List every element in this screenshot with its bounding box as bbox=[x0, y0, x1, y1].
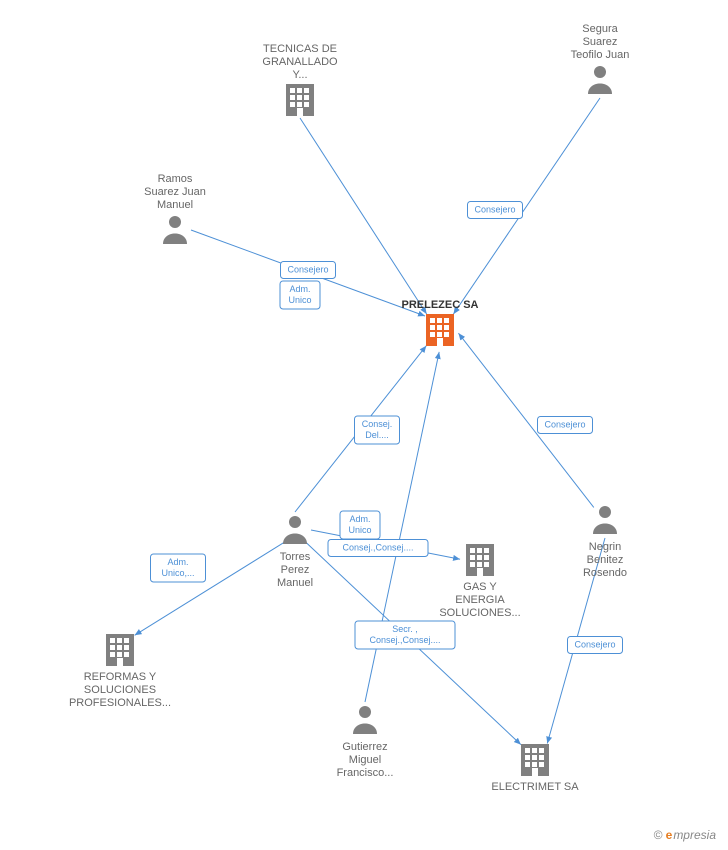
node-label: Teofilo Juan bbox=[571, 49, 630, 61]
node-label: PROFESIONALES... bbox=[69, 697, 171, 709]
edge-label: Consej.,Consej.... bbox=[342, 543, 413, 553]
building-node[interactable] bbox=[466, 544, 494, 576]
node-label: Francisco... bbox=[337, 767, 394, 779]
edge-label: Adm. bbox=[349, 514, 370, 524]
node-label: Perez bbox=[281, 564, 310, 576]
network-diagram: Adm.UnicoConsejeroConsejeroConsej.Del...… bbox=[0, 0, 728, 850]
node-label: Suarez bbox=[583, 36, 618, 48]
node-label: Torres bbox=[280, 551, 311, 563]
person-node[interactable] bbox=[163, 216, 187, 244]
node-label: Manuel bbox=[157, 199, 193, 211]
watermark: © empresia bbox=[653, 828, 716, 842]
person-node[interactable] bbox=[353, 706, 377, 734]
edge-label: Consejero bbox=[574, 640, 615, 650]
node-label: Benitez bbox=[587, 554, 624, 566]
node-label: ELECTRIMET SA bbox=[491, 781, 579, 793]
edge-label: Consejero bbox=[287, 265, 328, 275]
node-label: SOLUCIONES bbox=[84, 684, 156, 696]
node-label: Y... bbox=[292, 69, 307, 81]
edge-label: Secr. , bbox=[392, 624, 418, 634]
edge-label: Consej.,Consej.... bbox=[369, 635, 440, 645]
node-label: SOLUCIONES... bbox=[439, 607, 520, 619]
node-label: PRELEZEC SA bbox=[401, 299, 478, 311]
node-label: Rosendo bbox=[583, 567, 627, 579]
edge-label: Del.... bbox=[365, 430, 389, 440]
node-label: Manuel bbox=[277, 577, 313, 589]
building-node[interactable] bbox=[521, 744, 549, 776]
person-node[interactable] bbox=[588, 66, 612, 94]
node-label: Ramos bbox=[158, 173, 193, 185]
node-label: Negrin bbox=[589, 541, 621, 553]
node-label: GAS Y bbox=[463, 581, 497, 593]
node-label: REFORMAS Y bbox=[84, 671, 157, 683]
person-node[interactable] bbox=[593, 506, 617, 534]
brand-rest: mpresia bbox=[673, 828, 716, 842]
building-node[interactable] bbox=[106, 634, 134, 666]
person-node[interactable] bbox=[283, 516, 307, 544]
edge-label: Consej. bbox=[362, 419, 393, 429]
node-label: ENERGIA bbox=[455, 594, 505, 606]
edge-label: Consejero bbox=[474, 205, 515, 215]
building-node[interactable] bbox=[426, 314, 454, 346]
edge-label: Unico bbox=[288, 295, 311, 305]
copyright-symbol: © bbox=[653, 828, 662, 842]
edge-label: Consejero bbox=[544, 420, 585, 430]
node-label: Suarez Juan bbox=[144, 186, 206, 198]
edge-label: Adm. bbox=[289, 284, 310, 294]
node-label: GRANALLADO bbox=[262, 56, 338, 68]
node-label: Segura bbox=[582, 23, 618, 35]
node-label: Gutierrez bbox=[342, 741, 387, 753]
node-label: TECNICAS DE bbox=[263, 43, 337, 55]
edge-label: Unico bbox=[348, 525, 371, 535]
edge-label: Adm. bbox=[167, 557, 188, 567]
node-label: Miguel bbox=[349, 754, 381, 766]
edge-label: Unico,... bbox=[161, 568, 194, 578]
building-node[interactable] bbox=[286, 84, 314, 116]
brand-prefix: e bbox=[666, 828, 673, 842]
